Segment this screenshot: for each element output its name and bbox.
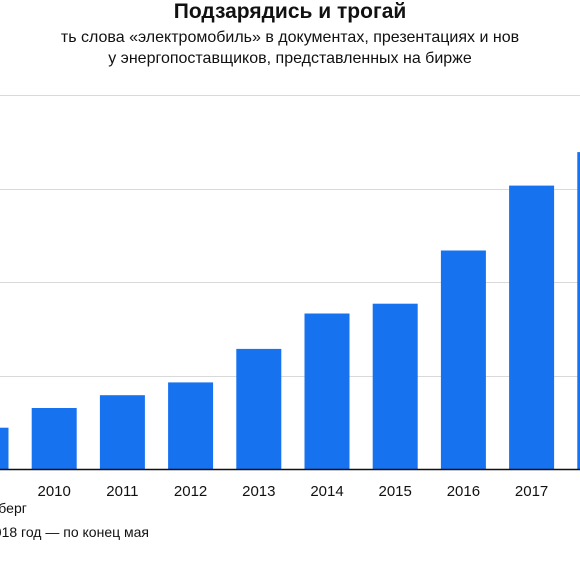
bar-2013	[236, 348, 282, 469]
chart-subtitle-line-1: ть слова «электромобиль» в документах, п…	[60, 29, 520, 46]
x-tick-label: 2010	[38, 483, 71, 500]
gridlines	[0, 95, 580, 377]
x-tick-label: 2017	[515, 483, 548, 500]
source-note: умберг	[0, 500, 27, 516]
x-tick-label: 2016	[447, 483, 480, 500]
bar-2018	[577, 152, 580, 469]
x-tick-labels: 2010201120122013201420152016201720	[38, 483, 549, 500]
bar-2011	[99, 395, 145, 469]
bar-2014	[304, 313, 350, 469]
chart-subtitle-line-2: у энергопоставщиков, представленных на б…	[108, 50, 472, 67]
chart-title: Подзарядись и трогай	[173, 0, 407, 23]
bar-2010	[31, 408, 77, 469]
bar-2015	[372, 303, 418, 469]
bars	[0, 152, 580, 469]
x-tick-label: 2015	[379, 483, 412, 500]
x-tick-label: 2012	[174, 483, 207, 500]
bar-2009	[0, 427, 9, 469]
x-tick-label: 2013	[242, 483, 275, 500]
x-tick-label: 2014	[310, 483, 343, 500]
bar-2012	[168, 382, 214, 469]
footnote: 2018 год — по конец мая	[0, 524, 150, 540]
bar-2017	[509, 185, 555, 469]
x-tick-label: 2011	[106, 483, 138, 500]
bar-2016	[440, 250, 486, 469]
